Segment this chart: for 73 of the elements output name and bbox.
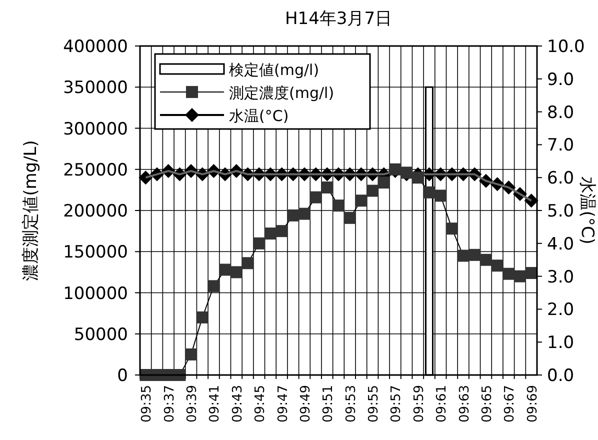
y-tick-label: 150000: [63, 242, 128, 263]
point: [321, 181, 334, 194]
x-tick-label: 09:69: [525, 385, 540, 422]
y-tick-label: 300000: [63, 119, 128, 140]
y2-tick-label: 1.0: [547, 333, 574, 354]
x-tick-label: 09:61: [434, 385, 450, 422]
y2-tick-label: 9.0: [547, 70, 574, 90]
point: [389, 163, 402, 176]
y2-tick-label: 2.0: [547, 300, 574, 320]
point: [412, 172, 424, 184]
y2-tick-label: 4.0: [547, 234, 574, 254]
x-tick-label: 09:45: [253, 385, 268, 422]
y-tick-label: 50000: [74, 324, 128, 345]
y-tick-label: 200000: [63, 202, 128, 222]
point: [355, 194, 368, 207]
x-tick-label: 09:63: [457, 385, 472, 422]
point: [525, 267, 538, 280]
point: [264, 228, 276, 240]
legend-label: 測定濃度(mg/l): [229, 84, 334, 102]
point: [298, 208, 310, 220]
x-tick-label: 09:67: [502, 385, 518, 422]
y-tick-label: 100000: [63, 284, 128, 304]
legend-label: 水温(°C): [229, 107, 289, 125]
point: [208, 280, 220, 292]
x-tick-label: 09:43: [230, 385, 246, 422]
x-tick-label: 09:47: [276, 385, 291, 422]
point: [196, 311, 208, 324]
y2-tick-label: 0.0: [547, 366, 574, 386]
point: [344, 212, 356, 224]
y-tick-label: 350000: [63, 78, 128, 98]
legend-label: 検定値(mg/l): [229, 61, 320, 79]
chart-title: H14年3月7日: [284, 9, 392, 29]
x-tick-label: 09:37: [162, 385, 178, 422]
x-tick-label: 09:65: [480, 385, 495, 422]
x-tick-label: 09:57: [389, 385, 404, 422]
point: [276, 225, 288, 238]
point: [446, 222, 458, 235]
point: [242, 257, 254, 270]
y2-tick-label: 6.0: [547, 168, 574, 189]
x-tick-label: 09:35: [140, 385, 155, 422]
point: [378, 176, 390, 189]
y2-tick-label: 7.0: [547, 136, 574, 156]
point: [457, 250, 470, 262]
y2-tick-label: 3.0: [547, 267, 574, 288]
point: [491, 260, 504, 272]
y-axis-title: 濃度測定値(mg/L): [21, 140, 41, 281]
point: [310, 191, 322, 204]
point: [219, 264, 232, 276]
y-tick-label: 400000: [63, 37, 128, 57]
point: [480, 254, 492, 266]
point: [253, 237, 266, 250]
y-tick-label: 250000: [63, 160, 128, 180]
x-tick-label: 09:49: [298, 385, 314, 422]
x-tick-label: 09:41: [208, 385, 223, 422]
x-tick-label: 09:51: [321, 385, 336, 422]
point: [423, 186, 436, 198]
x-tick-label: 09:59: [412, 385, 427, 422]
y2-tick-label: 5.0: [547, 202, 574, 222]
y2-tick-label: 10.0: [547, 37, 585, 57]
point: [185, 348, 198, 360]
point: [366, 184, 379, 197]
x-tick-label: 09:39: [185, 385, 200, 422]
y2-axis-title: 水温(°C): [577, 176, 597, 244]
point: [174, 369, 186, 381]
y-tick-label: 0: [117, 366, 128, 386]
point: [502, 268, 515, 280]
y2-tick-label: 8.0: [547, 102, 574, 123]
point: [230, 266, 242, 278]
x-tick-label: 09:55: [366, 385, 382, 422]
point: [287, 209, 300, 222]
point: [434, 190, 447, 202]
point: [332, 200, 344, 212]
x-tick-label: 09:53: [344, 385, 359, 422]
